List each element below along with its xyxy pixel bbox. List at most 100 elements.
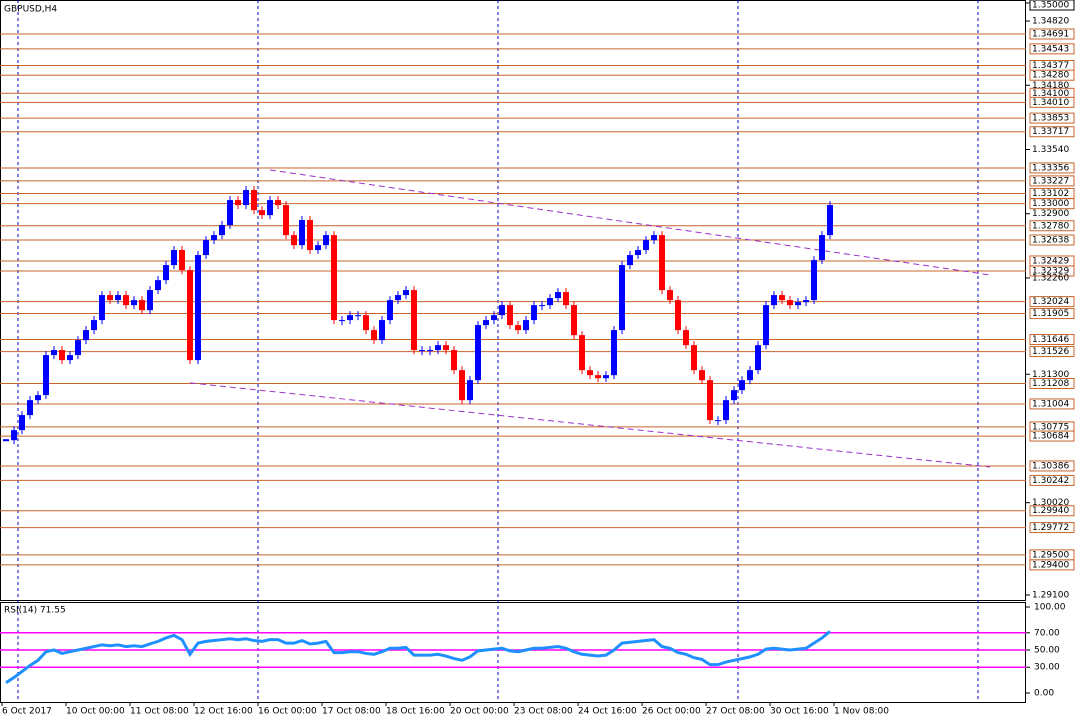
candle bbox=[227, 200, 233, 226]
level-label: 1.30242 bbox=[1032, 476, 1069, 486]
trendline bbox=[189, 382, 991, 468]
candle bbox=[219, 225, 225, 236]
level-label: 1.31905 bbox=[1032, 309, 1069, 319]
candle bbox=[147, 290, 153, 311]
level-label: 1.33717 bbox=[1032, 127, 1069, 137]
rsi-frame bbox=[0, 602, 1026, 703]
x-tick-label: 24 Oct 16:00 bbox=[578, 707, 637, 717]
candle bbox=[531, 305, 537, 321]
candle bbox=[603, 375, 609, 379]
x-tick-label: 17 Oct 08:00 bbox=[322, 707, 381, 717]
candle bbox=[299, 220, 305, 246]
candle bbox=[395, 295, 401, 301]
level-label-box bbox=[1029, 377, 1075, 389]
candle bbox=[819, 235, 825, 261]
candle bbox=[595, 375, 601, 379]
candle bbox=[323, 235, 329, 246]
level-label: 1.34377 bbox=[1032, 61, 1069, 71]
candle bbox=[259, 210, 265, 216]
x-tick-label: 30 Oct 16:00 bbox=[770, 707, 829, 717]
candle bbox=[19, 415, 25, 431]
level-label-box bbox=[1029, 198, 1075, 210]
level-label-box bbox=[1029, 430, 1075, 442]
level-label-box bbox=[1029, 234, 1075, 246]
level-label-box bbox=[1029, 112, 1075, 124]
rsi-label: RSI(14) 71.55 bbox=[4, 606, 66, 616]
candle bbox=[403, 290, 409, 296]
candle bbox=[683, 330, 689, 346]
candle bbox=[83, 330, 89, 341]
candle bbox=[467, 380, 473, 401]
candle bbox=[195, 255, 201, 361]
candle bbox=[475, 325, 481, 381]
level-label-box bbox=[1029, 398, 1075, 410]
level-label: 1.33000 bbox=[1032, 199, 1069, 209]
level-label-box bbox=[1029, 126, 1075, 138]
candle bbox=[555, 292, 561, 299]
candle bbox=[211, 235, 217, 241]
candle bbox=[643, 240, 649, 251]
candle bbox=[635, 250, 641, 256]
candle bbox=[675, 300, 681, 331]
level-label: 1.30684 bbox=[1032, 432, 1069, 442]
candle bbox=[171, 250, 177, 266]
candle bbox=[723, 400, 729, 421]
candle bbox=[491, 315, 497, 321]
candle bbox=[451, 350, 457, 371]
level-label-box bbox=[1029, 474, 1075, 486]
candle bbox=[651, 235, 657, 241]
candle bbox=[507, 305, 513, 326]
level-label-box bbox=[1029, 522, 1075, 534]
y-tick-label: 1.32260 bbox=[1032, 273, 1069, 283]
candle bbox=[587, 370, 593, 376]
level-label: 1.34543 bbox=[1032, 44, 1069, 54]
candle bbox=[67, 355, 73, 361]
y-tick-label: 1.32900 bbox=[1032, 209, 1069, 219]
main-frame bbox=[0, 0, 1026, 601]
candle bbox=[787, 300, 793, 306]
candle bbox=[379, 320, 385, 341]
candle bbox=[795, 302, 801, 306]
level-label: 1.32329 bbox=[1032, 267, 1069, 277]
candle bbox=[811, 260, 817, 301]
candle bbox=[691, 345, 697, 371]
candle bbox=[331, 235, 337, 321]
candle bbox=[771, 295, 777, 306]
level-label-box bbox=[1029, 96, 1075, 108]
x-tick-label: 16 Oct 00:00 bbox=[258, 707, 317, 717]
candle bbox=[731, 390, 737, 401]
y-tick-label: 1.35000 bbox=[1032, 1, 1069, 11]
candle bbox=[523, 320, 529, 331]
candle bbox=[283, 205, 289, 236]
candle bbox=[91, 320, 97, 331]
candle bbox=[571, 305, 577, 336]
level-label-box bbox=[1029, 308, 1075, 320]
candle bbox=[235, 200, 241, 206]
y-tick-box bbox=[1029, 0, 1075, 11]
candle bbox=[131, 300, 137, 306]
candle bbox=[75, 340, 81, 356]
candle bbox=[515, 325, 521, 331]
candle bbox=[579, 335, 585, 371]
candle bbox=[547, 298, 553, 306]
x-tick-label: 27 Oct 08:00 bbox=[706, 707, 765, 717]
level-label: 1.34100 bbox=[1032, 89, 1069, 99]
candle bbox=[267, 200, 273, 216]
level-label-box bbox=[1029, 43, 1075, 55]
x-tick-label: 1 Nov 08:00 bbox=[834, 707, 889, 717]
level-label-box bbox=[1029, 334, 1075, 346]
candle bbox=[411, 290, 417, 351]
candle bbox=[779, 295, 785, 301]
level-label: 1.29400 bbox=[1032, 560, 1069, 570]
level-label-box bbox=[1029, 265, 1075, 277]
rsi-y-tick-label: 50.00 bbox=[1034, 646, 1060, 656]
level-label-box bbox=[1029, 175, 1075, 187]
candle bbox=[827, 205, 833, 236]
rsi-y-tick-label: 70.00 bbox=[1034, 628, 1060, 638]
x-tick-label: 26 Oct 00:00 bbox=[642, 707, 701, 717]
level-label: 1.32429 bbox=[1032, 256, 1069, 266]
candle bbox=[763, 305, 769, 346]
x-tick-label: 10 Oct 00:00 bbox=[66, 707, 125, 717]
